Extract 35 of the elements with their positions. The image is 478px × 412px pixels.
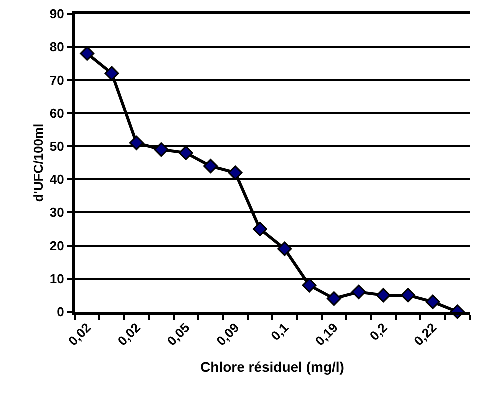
x-tick-label: 0,05 (164, 320, 193, 349)
point (326, 292, 342, 306)
y-axis-title: d'UFC/100ml (30, 124, 46, 202)
x-tick-label: 0,02 (114, 320, 144, 349)
point (426, 294, 440, 310)
point (252, 222, 268, 236)
y-tick-label: 80 (50, 40, 64, 55)
point (80, 46, 95, 61)
x-tick-label: 0,09 (214, 320, 242, 349)
y-tick-label: 0 (57, 304, 64, 320)
y-tick-label: 50 (50, 138, 64, 154)
point (401, 288, 416, 303)
point (154, 142, 169, 158)
y-tick-label: 20 (50, 238, 64, 254)
point (278, 242, 292, 256)
y-tick-label: 40 (50, 172, 64, 188)
point (302, 278, 317, 293)
y-tick-label: 30 (50, 205, 64, 220)
y-tick-label: 90 (50, 6, 64, 22)
x-axis-title: Chlore résiduel (mg/l) (200, 359, 344, 376)
point (228, 166, 243, 180)
point (178, 146, 194, 160)
x-tick-label: 0,22 (411, 320, 440, 349)
x-tick-label: 0,1 (268, 320, 292, 344)
y-tick-label: 10 (50, 271, 64, 286)
x-tick-label: 0,19 (312, 320, 341, 349)
y-tick-label: 70 (50, 72, 64, 88)
point (352, 284, 366, 300)
y-tick-label: 60 (50, 106, 64, 121)
point (204, 159, 218, 174)
point (129, 136, 144, 150)
x-tick-label: 0,2 (366, 320, 390, 344)
point (104, 66, 120, 81)
x-tick-label: 0,02 (66, 320, 94, 349)
point (376, 288, 391, 303)
